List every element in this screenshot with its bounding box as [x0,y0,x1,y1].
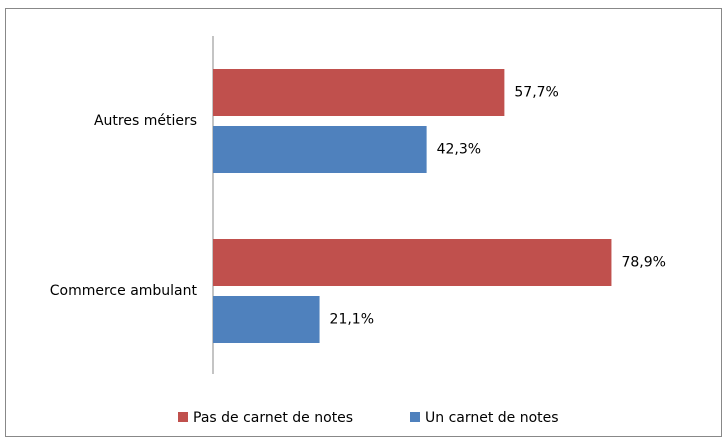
legend-label: Pas de carnet de notes [193,410,353,426]
bar [213,126,427,173]
bar [213,239,612,286]
value-label: 21,1% [330,312,374,328]
category-label: Autres métiers [94,113,197,129]
bar [213,296,320,343]
value-label: 42,3% [437,142,481,158]
legend-swatch [410,412,420,422]
value-label: 78,9% [621,255,665,271]
bar [213,69,505,116]
legend-label: Un carnet de notes [425,410,559,426]
value-label: 57,7% [514,85,558,101]
legend-swatch [178,412,188,422]
category-label: Commerce ambulant [50,283,198,299]
